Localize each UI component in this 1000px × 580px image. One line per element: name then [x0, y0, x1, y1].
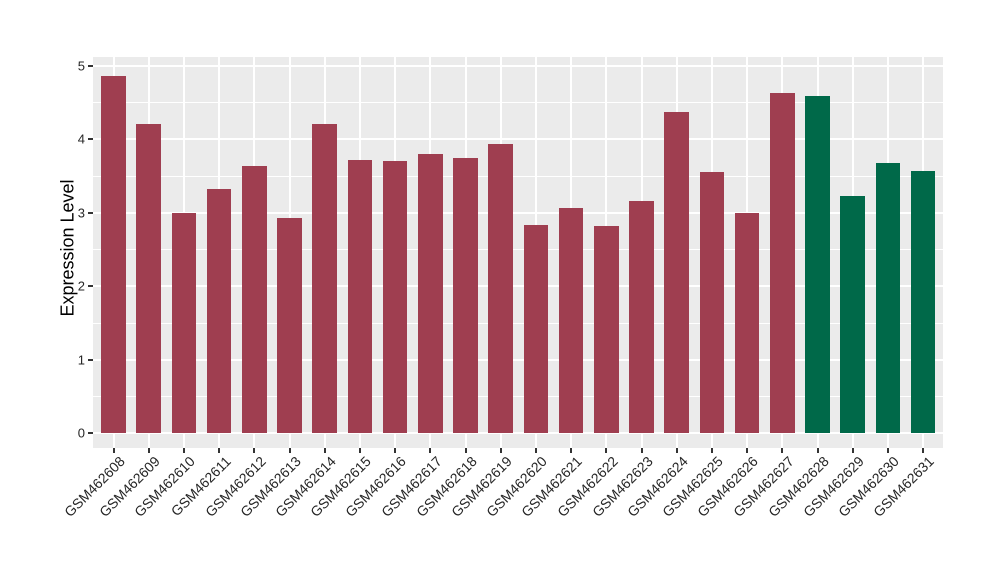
bar-GSM462610	[171, 212, 197, 433]
bar-GSM462615	[347, 159, 373, 433]
y-tick	[88, 211, 93, 214]
bar-GSM462630	[875, 163, 901, 433]
y-major-gridline	[93, 432, 943, 434]
y-tick-label: 4	[77, 131, 85, 147]
y-tick-label: 2	[77, 278, 85, 294]
bar-GSM462609	[136, 123, 161, 433]
bar-GSM462629	[840, 196, 865, 433]
x-tick	[746, 448, 749, 453]
bar-GSM462622	[594, 226, 619, 433]
bar-GSM462613	[277, 217, 302, 433]
x-tick	[816, 448, 819, 453]
y-major-gridline	[93, 285, 943, 287]
x-tick	[429, 448, 432, 453]
bar-GSM462616	[382, 161, 408, 433]
x-tick	[605, 448, 608, 453]
x-tick	[640, 448, 643, 453]
x-tick	[464, 448, 467, 453]
x-tick	[288, 448, 291, 453]
x-tick	[394, 448, 397, 453]
x-tick	[851, 448, 854, 453]
bar-GSM462611	[206, 188, 232, 433]
bar-GSM462618	[453, 158, 478, 433]
x-tick	[922, 448, 925, 453]
bar-GSM462612	[242, 166, 267, 433]
bar-GSM462624	[664, 111, 689, 433]
bar-GSM462625	[699, 172, 725, 433]
y-tick	[88, 432, 93, 434]
bar-GSM462627	[770, 93, 795, 433]
plot-panel	[93, 57, 943, 448]
bar-GSM462621	[558, 208, 584, 433]
y-axis-title: Expression Level	[57, 179, 78, 317]
x-tick	[710, 448, 713, 453]
y-major-gridline	[93, 211, 943, 214]
y-major-gridline	[93, 358, 943, 361]
y-major-gridline	[93, 138, 943, 140]
bar-GSM462628	[805, 96, 830, 433]
bar-GSM462620	[523, 225, 549, 433]
x-tick	[781, 448, 784, 453]
y-tick-label: 0	[77, 425, 85, 441]
y-minor-gridline	[93, 322, 943, 324]
x-tick	[218, 448, 221, 453]
x-tick	[147, 448, 150, 453]
y-tick	[88, 358, 93, 361]
y-minor-gridline	[93, 102, 943, 104]
y-tick-label: 3	[77, 205, 85, 220]
y-minor-gridline	[93, 396, 943, 398]
y-tick-label: 5	[77, 58, 85, 73]
x-tick	[112, 448, 115, 453]
x-tick	[358, 448, 361, 453]
y-tick	[88, 138, 93, 140]
x-tick	[323, 448, 326, 453]
bar-GSM462631	[910, 171, 936, 433]
bar-GSM462614	[312, 124, 337, 433]
x-tick	[499, 448, 502, 453]
y-tick	[88, 64, 93, 67]
x-tick	[570, 448, 573, 453]
y-minor-gridline	[93, 175, 943, 177]
bar-GSM462619	[488, 144, 513, 433]
y-tick-label: 1	[77, 352, 85, 367]
x-tick	[534, 448, 537, 453]
bar-GSM462608	[101, 75, 126, 433]
bar-GSM462617	[418, 153, 443, 433]
x-tick	[886, 448, 889, 453]
y-major-gridline	[93, 64, 943, 67]
x-tick	[675, 448, 678, 453]
x-tick	[182, 448, 185, 453]
bar-GSM462623	[629, 200, 654, 433]
y-minor-gridline	[93, 249, 943, 251]
bar-GSM462626	[734, 212, 760, 433]
y-tick	[88, 285, 93, 287]
x-tick	[253, 448, 256, 453]
